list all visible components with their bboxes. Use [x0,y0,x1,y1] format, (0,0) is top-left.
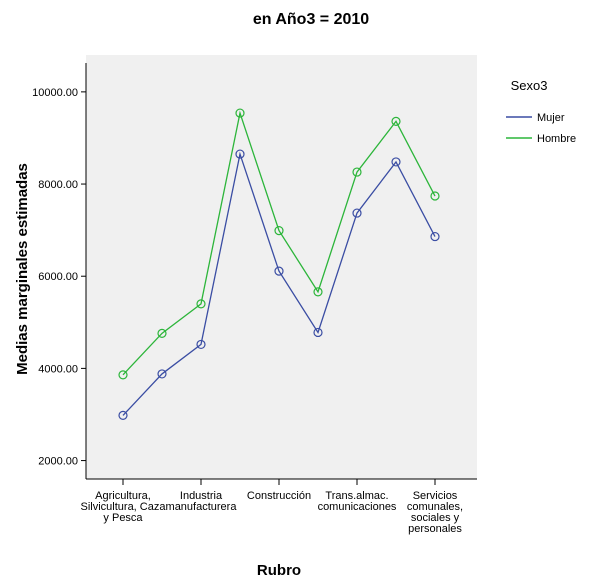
data-point-hombre [313,287,323,297]
data-point-hombre [235,108,245,118]
x-tick-label: Construcción [247,490,311,502]
chart-title: en Año3 = 2010 [253,11,369,28]
axes: 2000.00 4000.00 6000.00 8000.00 10000.00 Agri… [32,63,477,535]
data-point-mujer [196,339,206,350]
legend-title: Sexo3 [511,78,548,93]
data-point-hombre [274,225,284,236]
series-line-mujer [122,151,436,416]
y-tick-label: 10000.00 [32,87,78,99]
x-axis-title: Rubro [257,562,301,579]
y-tick-label: 2000.00 [38,456,78,468]
series-layer [118,108,440,420]
legend-label-hombre: Hombre [537,133,576,145]
legend: Sexo3 Mujer Hombre [506,78,576,145]
x-tick-label: Servicios comunales, sociales y personales [407,490,463,535]
y-axis-title: Medias marginales estimadas [14,163,31,375]
data-point-mujer [430,231,440,242]
data-point-hombre [352,167,362,177]
data-point-hombre [196,299,206,309]
y-tick-label: 8000.00 [38,179,78,191]
x-tick-label: Trans.almac. comunicaciones [318,490,397,513]
legend-label-mujer: Mujer [537,112,565,124]
data-point-hombre [391,116,401,126]
data-point-hombre [157,328,167,338]
data-point-mujer [118,410,128,420]
plot-area [86,55,477,479]
data-point-mujer [352,208,362,218]
y-tick-label: 6000.00 [38,271,78,283]
data-point-mujer [313,327,323,338]
data-point-mujer [274,266,284,276]
data-point-mujer [157,369,167,379]
series-line-hombre [122,110,436,376]
x-tick-label: Industria manufacturera [166,490,238,513]
data-point-mujer [391,157,401,167]
data-point-mujer [235,149,245,159]
y-tick-label: 4000.00 [38,363,78,375]
data-point-hombre [430,191,440,201]
x-tick-label: Agricultura, Silvicultura, Caza y Pesca [81,490,167,524]
data-point-hombre [118,370,128,380]
